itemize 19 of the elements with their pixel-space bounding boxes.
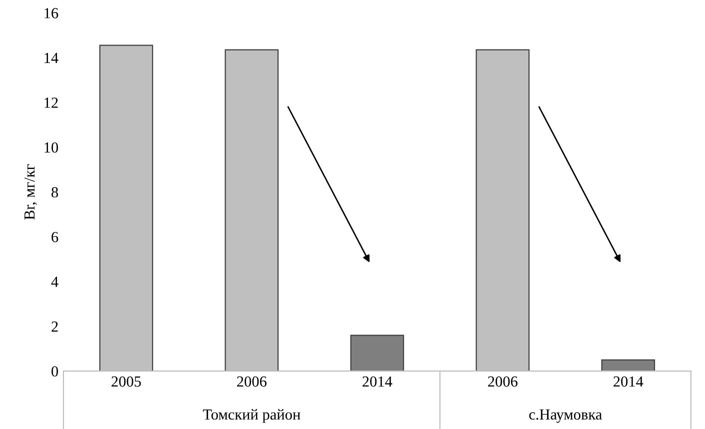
y-tick-label: 8 (52, 187, 58, 198)
y-tick-label: 2 (52, 321, 58, 332)
y-tick-label: 4 (51, 276, 58, 287)
y-tick-label: 14 (44, 52, 58, 63)
x-tick-label: 2006 (488, 376, 518, 387)
y-tick-label: 16 (44, 8, 58, 18)
y-axis-title: Br, мг/кг (24, 164, 37, 220)
bar (350, 334, 404, 372)
y-tick-label: 12 (44, 98, 58, 108)
bar (601, 359, 656, 372)
x-tick-label: 2014 (614, 376, 644, 387)
x-tick-label: 2014 (362, 376, 392, 387)
y-tick-label: 10 (44, 142, 58, 153)
y-tick-label: 0 (52, 366, 58, 377)
y-tick-label: 6 (52, 232, 58, 242)
text: Томский район (202, 409, 300, 423)
x-tick-label: 2005 (112, 376, 141, 387)
text: с.Наумовка (529, 409, 602, 423)
x-tick-label: 2006 (237, 376, 267, 387)
